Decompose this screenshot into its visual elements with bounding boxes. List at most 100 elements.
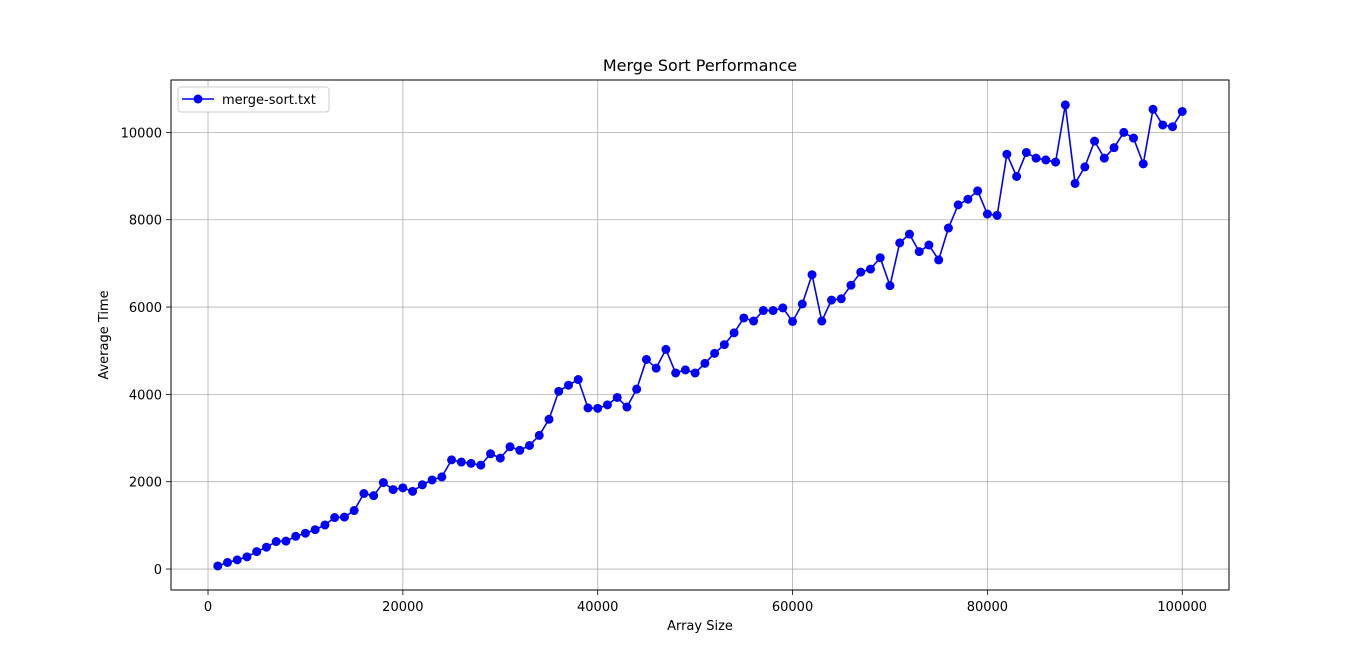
chart-title: Merge Sort Performance [603, 56, 797, 75]
grid [171, 80, 1229, 590]
data-point [778, 303, 788, 313]
data-point [1080, 162, 1090, 172]
data-point [1177, 106, 1187, 116]
data-point [700, 358, 710, 368]
data-point [456, 457, 466, 467]
data-point [1168, 122, 1177, 132]
data-point [495, 453, 505, 463]
data-point [973, 186, 983, 196]
y-axis-label: Average Time [97, 290, 112, 379]
data-point [349, 506, 359, 516]
data-point [427, 475, 437, 485]
data-point [593, 403, 603, 413]
data-point [1021, 147, 1031, 157]
data-point [992, 210, 1002, 220]
x-tick-label: 100000 [1157, 600, 1207, 615]
data-point [856, 267, 866, 277]
data-point [242, 552, 252, 562]
data-point [612, 392, 622, 402]
data-point [1099, 153, 1109, 163]
series-layer [213, 100, 1187, 571]
data-point [934, 255, 944, 265]
data-point [875, 253, 885, 263]
data-point [1148, 104, 1158, 114]
data-point [885, 281, 895, 291]
data-point [515, 445, 525, 455]
x-axis: 0 20000 40000 60000 80000 100000 [204, 590, 1207, 615]
data-point [602, 400, 612, 410]
data-point [466, 458, 476, 468]
data-point [710, 348, 720, 358]
data-point [408, 486, 418, 496]
data-point [651, 363, 661, 373]
data-point [223, 557, 232, 567]
y-tick-label: 4000 [129, 388, 162, 403]
data-point [583, 403, 593, 413]
data-point [213, 561, 223, 571]
data-point [388, 485, 398, 495]
data-point [924, 240, 934, 250]
data-point [788, 316, 798, 326]
series-line [217, 104, 1183, 567]
data-point [943, 223, 953, 233]
data-point [310, 525, 320, 535]
data-point [865, 264, 875, 274]
data-point [261, 542, 271, 552]
data-point [1031, 153, 1041, 163]
data-point [914, 247, 924, 257]
data-point [671, 368, 681, 378]
data-point [807, 270, 817, 280]
x-tick-label: 20000 [382, 600, 423, 615]
data-point [563, 380, 573, 390]
data-point [291, 531, 301, 541]
data-point [1090, 136, 1100, 146]
data-point [554, 386, 564, 396]
data-point [817, 316, 827, 326]
data-point [330, 513, 340, 523]
y-tick-label: 0 [154, 563, 162, 578]
data-point [1109, 143, 1119, 153]
data-point [232, 555, 242, 565]
y-tick-label: 10000 [121, 126, 162, 141]
data-point [641, 354, 651, 364]
data-point [963, 194, 973, 204]
data-point [320, 520, 330, 530]
y-tick-label: 6000 [129, 301, 162, 316]
data-point [1119, 127, 1129, 137]
data-point [252, 547, 262, 557]
data-point [622, 402, 632, 412]
data-point [739, 313, 749, 323]
data-point [271, 537, 281, 547]
data-point [300, 528, 310, 538]
y-tick-label: 8000 [129, 214, 162, 229]
legend-label: merge-sort.txt [222, 93, 316, 108]
data-point [632, 384, 642, 394]
data-point [1051, 157, 1061, 167]
data-point [378, 478, 388, 488]
data-point [544, 414, 554, 424]
data-point [505, 442, 515, 452]
data-point [437, 472, 447, 482]
data-point [573, 375, 583, 385]
data-point [690, 368, 700, 378]
data-point [749, 316, 759, 326]
data-point [904, 229, 914, 239]
y-axis: 0 2000 4000 6000 8000 10000 [121, 126, 171, 578]
data-point [895, 238, 905, 248]
data-point [1060, 100, 1070, 110]
data-point [1070, 178, 1080, 188]
data-point [1002, 149, 1012, 159]
data-point [1012, 172, 1022, 181]
legend: merge-sort.txt [177, 86, 330, 113]
data-point [486, 449, 496, 459]
data-point [525, 440, 535, 450]
data-point [797, 299, 807, 309]
data-point [836, 294, 846, 304]
data-point [534, 430, 544, 440]
legend-marker-icon [193, 94, 203, 104]
data-point [719, 340, 729, 350]
data-point [476, 460, 486, 470]
data-point [846, 280, 856, 290]
